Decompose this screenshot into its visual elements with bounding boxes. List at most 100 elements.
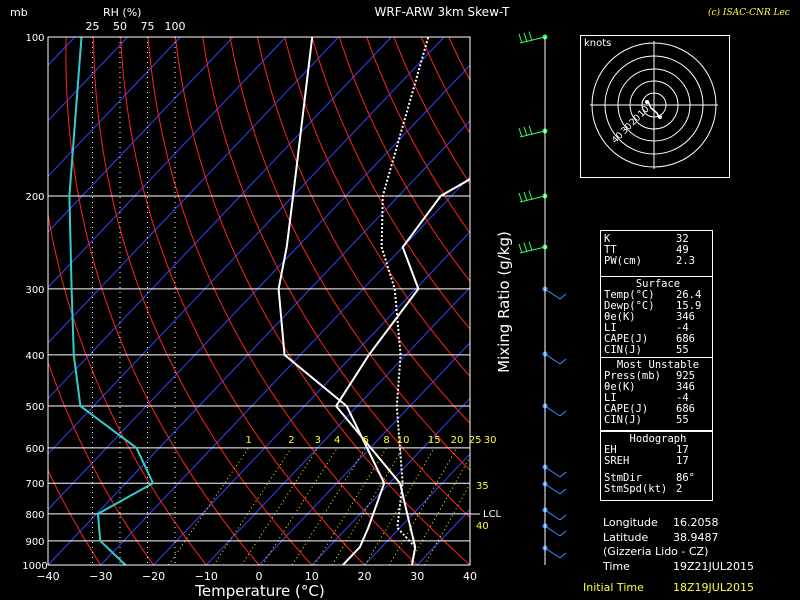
hodo-row: SREH 17	[604, 455, 689, 467]
time-label: Time	[603, 559, 630, 573]
longitude-label: Longitude	[603, 516, 658, 529]
pressure-tick-label: 200	[25, 192, 44, 203]
temperature-tick-label: 10	[305, 570, 319, 583]
temperature-tick-label: −20	[142, 570, 165, 583]
wind-barb-flag	[559, 410, 567, 417]
hodograph-storm-motion	[658, 115, 662, 119]
wind-barb-shaft	[544, 353, 561, 365]
wind-barb-flag	[523, 32, 528, 42]
temperature-tick-label: 0	[256, 570, 263, 583]
mixing-ratio-label: 20	[451, 435, 464, 446]
time-value: 19Z21JUL2015	[673, 559, 754, 573]
mu-row: LI -4	[604, 392, 689, 404]
wind-barb-flag	[559, 514, 567, 521]
isotherm-line	[48, 37, 445, 455]
most-unstable-panel: Most Unstable Press(mb) 925 θe(K) 346 LI -4…	[600, 357, 713, 431]
side-label: LCL	[483, 509, 502, 520]
rh-axis-title: RH (%)	[103, 6, 141, 19]
pressure-tick-label: 600	[25, 444, 44, 455]
mu-row: Press(mb) 925	[604, 370, 695, 382]
copyright-label: (c) ISAC-CNR Lec	[708, 7, 790, 18]
wind-barb-shaft	[519, 246, 546, 254]
isotherm-line	[48, 120, 470, 565]
wind-barb-flag	[523, 191, 528, 201]
isotherm-line	[364, 453, 470, 565]
mixing-ratio-label: 3	[315, 435, 321, 446]
wind-barb-shaft	[544, 405, 561, 417]
latitude-label: Latitude	[603, 530, 649, 544]
mixing-ratio-line	[261, 447, 338, 565]
mixing-ratio-axis-title: Mixing Ratio (g/kg)	[495, 231, 513, 373]
mixing-ratio-line	[241, 447, 319, 565]
isotherm-line	[48, 37, 339, 344]
hodograph-title: knots	[584, 38, 612, 49]
mixing-ratio-label: 2	[288, 435, 294, 446]
mixing-ratio-label: 6	[362, 435, 368, 446]
rh-tick-label: 100	[165, 20, 186, 33]
pressure-tick-label: 400	[25, 351, 44, 362]
index-row: TT 49	[604, 244, 689, 256]
pressure-tick-label: 300	[25, 285, 44, 296]
index-row: PW(cm) 2.3	[604, 255, 695, 267]
temperature-tick-label: −10	[195, 570, 218, 583]
mixing-ratio-label: 15	[428, 435, 441, 446]
temperature-tick-label: 40	[463, 570, 477, 583]
pressure-tick-label: 800	[25, 510, 44, 521]
surface-row: Temp(°C) 26.4	[604, 289, 702, 301]
initial-time-value: 18Z19JUL2015	[673, 581, 754, 594]
mixing-ratio-line	[331, 447, 404, 565]
dry-adiabat-line	[256, 37, 470, 425]
rh-tick-label: 25	[86, 20, 100, 33]
rh-tick-label: 50	[113, 20, 127, 33]
wind-barb-shaft	[519, 36, 546, 44]
wind-barb-flag	[559, 471, 567, 478]
dry-adiabat-line	[229, 37, 470, 472]
mixing-ratio-line	[424, 482, 470, 565]
initial-time-info: Initial Time 18Z19JUL2015	[583, 581, 754, 596]
indices-panel: K 32 TT 49 PW(cm) 2.3	[600, 230, 713, 277]
isotherm-line	[48, 37, 392, 400]
wind-barb-shaft	[519, 130, 546, 138]
wind-barb-flag	[559, 488, 567, 495]
surface-panel: Surface Temp(°C) 26.4 Dewp(°C) 15.9 θe(K) 3…	[600, 276, 713, 358]
location-info: Longitude 16.2058 Latitude 38.9487 (Gizzer…	[603, 516, 754, 574]
wind-barb-shaft	[544, 483, 561, 495]
isotherm-line	[100, 175, 470, 565]
wind-barb-flag	[528, 190, 533, 200]
wind-barb-shaft	[544, 525, 561, 537]
wind-barb-shaft	[544, 547, 561, 559]
x-axis-title: Temperature (°C)	[194, 582, 324, 600]
wind-barb-shaft	[544, 466, 561, 478]
longitude-value: 16.2058	[673, 516, 719, 529]
wind-barb-flag	[523, 242, 528, 252]
mixing-ratio-label: 1	[245, 435, 251, 446]
side-label: 40	[476, 521, 489, 532]
hodo-row: StmDir 86°	[604, 472, 695, 484]
wind-barb-flag	[518, 33, 523, 44]
chart-title: WRF-ARW 3km Skew-T	[375, 5, 511, 19]
dewpoint-curve	[277, 37, 386, 565]
isotherm-line	[258, 342, 470, 565]
mixing-ratio-line	[388, 447, 458, 565]
dry-adiabat-line	[147, 37, 418, 565]
mu-row: CAPE(J) 686	[604, 403, 695, 415]
surface-row: CIN(J) 55	[604, 344, 689, 356]
hodograph-point	[645, 100, 649, 104]
wind-barb-flag	[523, 126, 528, 136]
wind-barb-flag	[518, 127, 523, 138]
isotherm-line	[0, 37, 22, 565]
dry-adiabat-line	[338, 37, 470, 283]
wind-barb-flag	[528, 31, 533, 41]
hodo-row: StmSpd(kt) 2	[604, 483, 683, 495]
pressure-unit-label: mb	[10, 6, 28, 19]
dry-adiabat-line	[48, 469, 102, 565]
temperature-tick-label: −30	[89, 570, 112, 583]
dry-adiabat-line	[284, 37, 470, 378]
hodograph-stats-panel: Hodograph EH 17 SREH 17 StmDir 86° StmSpd(k…	[600, 431, 713, 501]
mu-row: CIN(J) 55	[604, 414, 689, 426]
wind-barb-shaft	[544, 509, 561, 521]
wind-barb-flag	[518, 192, 523, 203]
hodograph-trace	[647, 100, 660, 118]
latitude-value: 38.9487	[673, 530, 719, 544]
isotherm-line	[48, 64, 470, 511]
